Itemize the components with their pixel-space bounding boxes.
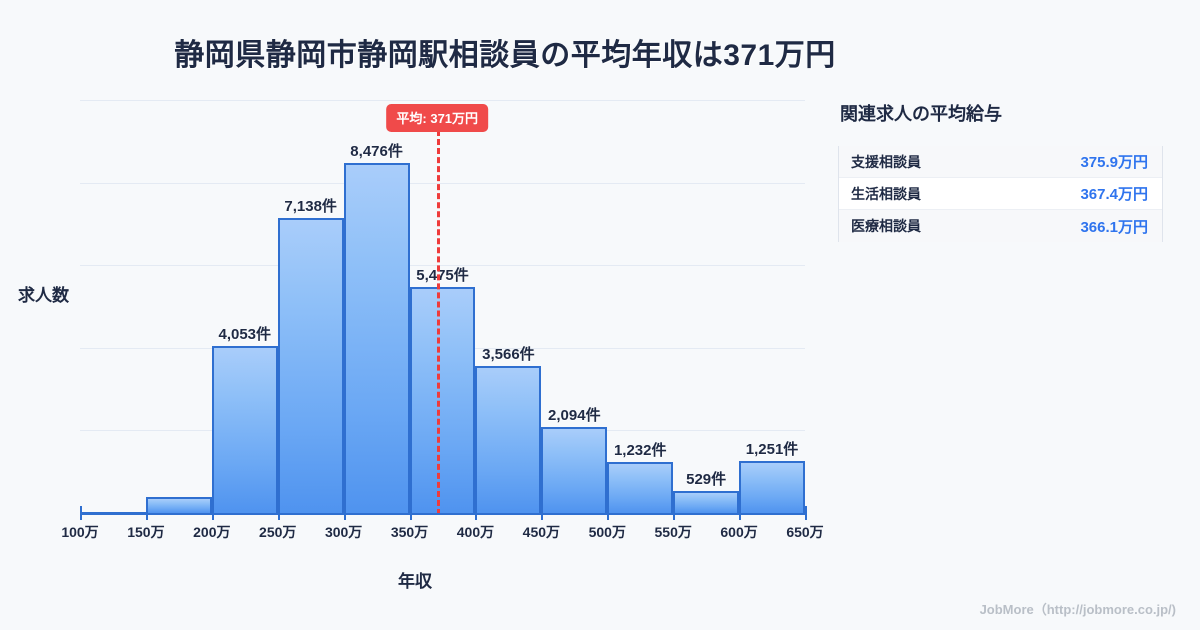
x-axis-tick	[80, 506, 82, 520]
table-row[interactable]: 生活相談員 367.4万円	[839, 178, 1162, 210]
x-axis-tick	[145, 506, 148, 520]
x-axis-tick	[211, 506, 214, 520]
histogram-bar	[673, 491, 740, 513]
gridline	[80, 265, 805, 267]
gridline	[80, 100, 805, 101]
histogram-bar	[475, 365, 542, 513]
x-axis-tick-label: 400万	[456, 524, 495, 540]
related-salary-table: 支援相談員 375.9万円生活相談員 367.4万円医療相談員 366.1万円	[838, 146, 1163, 242]
bar-value-label: 1,251件	[745, 441, 799, 459]
histogram-bar	[409, 286, 476, 513]
x-axis-tick	[541, 506, 544, 520]
gridline	[80, 182, 805, 184]
y-axis-title: 求人数	[18, 286, 69, 305]
x-axis-tick-label: 550万	[654, 524, 692, 540]
histogram-bar	[211, 345, 278, 513]
x-axis-line	[80, 513, 805, 515]
table-row-name: 医療相談員	[851, 218, 921, 234]
histogram-bar	[541, 426, 608, 513]
table-row-value: 375.9万円	[1080, 154, 1148, 171]
side-panel-title: 関連求人の平均給与	[840, 104, 1002, 124]
table-row[interactable]: 医療相談員 366.1万円	[839, 210, 1162, 242]
bar-value-label: 4,053件	[218, 325, 272, 343]
histogram-bar	[145, 497, 212, 513]
x-axis-tick	[739, 506, 742, 520]
x-axis-tick-label: 600万	[720, 524, 758, 540]
x-axis-tick-label: 450万	[522, 524, 561, 540]
bar-value-label: 3,566件	[482, 345, 535, 363]
x-axis-tick	[343, 506, 346, 520]
x-axis-tick-label: 350万	[390, 524, 429, 540]
x-axis-tick-label: 300万	[324, 524, 363, 540]
bar-value-label: 7,138件	[284, 198, 337, 216]
footer-credit: JobMore（http://jobmore.co.jp/)	[979, 602, 1176, 617]
histogram-bar	[739, 461, 805, 513]
bar-value-label: 5,475件	[416, 266, 469, 284]
bar-value-label: 529件	[686, 471, 727, 489]
x-axis-tick-label: 200万	[193, 524, 231, 540]
histogram-bar	[607, 462, 674, 513]
x-axis-tick-label: 500万	[588, 524, 626, 540]
related-salary-panel: 関連求人の平均給与 支援相談員 375.9万円生活相談員 367.4万円医療相談員 3…	[838, 100, 1168, 242]
table-row-value: 367.4万円	[1080, 186, 1148, 203]
histogram-chart: 4,053件 7,138件 8,476件 5,475件 3,566件 2,094件 1,23…	[18, 100, 824, 591]
bar-value-label: 8,476件	[350, 142, 403, 160]
average-line	[437, 130, 441, 515]
table-row-value: 366.1万円	[1080, 218, 1148, 236]
histogram-bar	[343, 162, 410, 513]
x-axis-title: 年収	[398, 572, 432, 591]
x-axis-tick	[277, 506, 280, 520]
table-row-name: 生活相談員	[851, 185, 921, 202]
table-row[interactable]: 支援相談員 375.9万円	[839, 146, 1162, 178]
x-axis-tick-label: 150万	[127, 524, 165, 540]
x-axis-tick	[409, 506, 412, 520]
bar-value-label: 1,232件	[613, 442, 667, 460]
table-row-name: 支援相談員	[851, 153, 921, 170]
x-axis-tick	[607, 506, 610, 520]
x-axis-tick-label: 650万	[786, 524, 824, 540]
histogram-bar	[277, 218, 344, 513]
x-axis-tick	[805, 506, 807, 520]
x-axis-tick	[673, 506, 676, 520]
x-axis-tick	[475, 506, 478, 520]
bar-value-label: 2,094件	[548, 406, 601, 424]
average-badge: 平均: 371万円	[386, 104, 489, 132]
x-axis-tick-label: 100万	[61, 524, 99, 540]
page-title: 静岡県静岡市静岡駅相談員の平均年収は371万円	[174, 39, 836, 72]
x-axis-tick-label: 250万	[259, 524, 297, 540]
